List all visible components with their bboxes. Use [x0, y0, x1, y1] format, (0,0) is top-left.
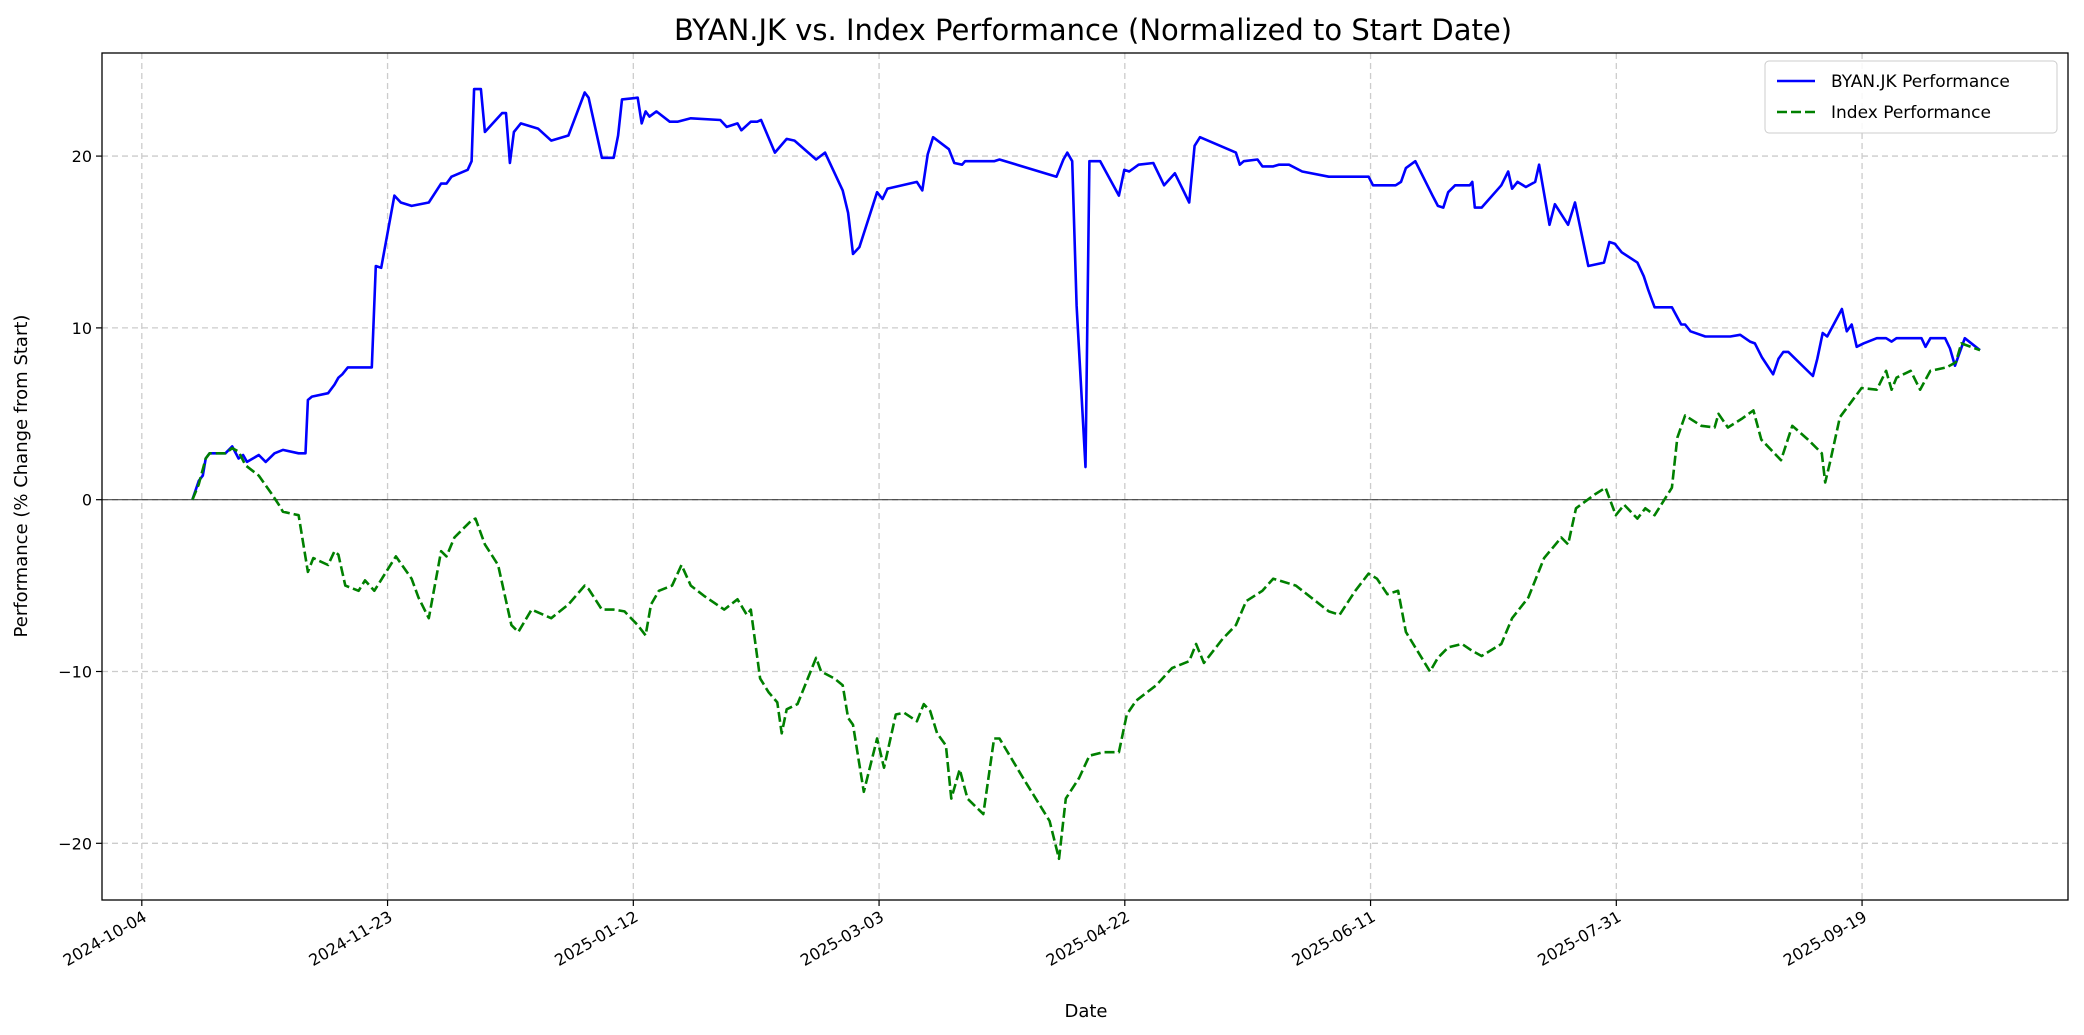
chart-title: BYAN.JK vs. Index Performance (Normalize…: [674, 13, 1512, 47]
series-line-index: [191, 342, 1981, 861]
series-line-byan: [191, 87, 1981, 501]
x-tick-label: 2024-10-04: [60, 907, 150, 970]
x-tick-label: 2025-09-19: [1780, 907, 1870, 970]
x-tick-label: 2025-06-11: [1289, 907, 1379, 970]
x-tick-label: 2025-04-22: [1043, 907, 1133, 970]
y-tick-label: 10: [72, 319, 92, 338]
legend-label-index: Index Performance: [1831, 103, 1991, 123]
legend-box: [1764, 60, 2058, 134]
x-axis-label: Date: [1064, 1001, 1107, 1022]
legend: BYAN.JK Performance Index Performance: [1764, 60, 2058, 134]
y-axis-ticks: −20 −10 0 10 20: [58, 147, 102, 853]
y-tick-label: 20: [72, 147, 92, 166]
grid: [102, 53, 2068, 900]
x-tick-label: 2025-03-03: [797, 907, 887, 970]
plot-frame: [101, 52, 2069, 901]
x-tick-label: 2024-11-23: [306, 907, 396, 970]
x-tick-label: 2025-01-12: [551, 907, 641, 970]
y-axis-label: Performance (% Change from Start): [11, 315, 32, 638]
y-tick-label: 0: [82, 491, 92, 510]
series-lines: [191, 87, 1981, 861]
x-axis-ticks: 2024-10-04 2024-11-23 2025-01-12 2025-03-03…: [60, 900, 1870, 970]
legend-label-byan: BYAN.JK Performance: [1831, 72, 2010, 92]
y-tick-label: −10: [58, 662, 92, 681]
y-tick-label: −20: [58, 834, 92, 853]
x-tick-label: 2025-07-31: [1534, 907, 1624, 970]
